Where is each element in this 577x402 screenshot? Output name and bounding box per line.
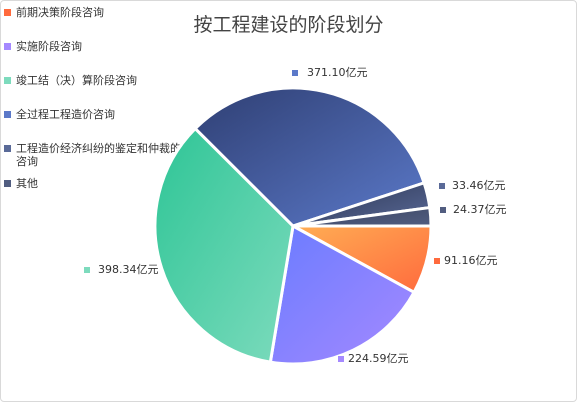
pie-slice-whole-process[interactable] <box>193 86 426 228</box>
slice-label-marker <box>440 207 446 213</box>
legend-swatch <box>4 9 11 16</box>
legend-item-whole-process[interactable]: 全过程工程造价咨询 <box>4 108 184 121</box>
slice-label-marker <box>338 356 344 362</box>
legend-swatch <box>4 180 11 187</box>
legend-swatch <box>4 111 11 118</box>
slice-label-completion-settlement: 398.34亿元 <box>98 263 159 276</box>
legend-item-implementation[interactable]: 实施阶段咨询 <box>4 40 184 53</box>
slice-label-marker <box>434 258 440 264</box>
legend-item-other[interactable]: 其他 <box>4 177 184 190</box>
chart-title: 按工程建设的阶段划分 <box>193 14 384 36</box>
pie-slices <box>153 86 433 366</box>
legend-swatch <box>4 145 11 152</box>
pie-slice-completion-settlement[interactable] <box>153 127 295 364</box>
legend-label: 竣工结（决）算阶段咨询 <box>16 74 137 87</box>
legend-swatch <box>4 77 11 84</box>
legend-label: 实施阶段咨询 <box>16 40 82 53</box>
slice-label-dispute-appraisal: 33.46亿元 <box>452 179 506 192</box>
legend-label: 全过程工程造价咨询 <box>16 108 115 121</box>
pie-slice-implementation[interactable] <box>268 224 416 366</box>
legend-item-pre-decision[interactable]: 前期决策阶段咨询 <box>4 6 184 19</box>
legend-label: 其他 <box>16 177 38 190</box>
legend-label: 前期决策阶段咨询 <box>16 6 104 19</box>
pie-labels: 91.16亿元 224.59亿元 398.34亿元 371.10亿元 33.46亿元 24… <box>84 66 507 365</box>
pie-slice-other[interactable] <box>291 206 433 228</box>
slice-label-other: 24.37亿元 <box>453 203 507 216</box>
slice-label-implementation: 224.59亿元 <box>348 352 409 365</box>
slice-label-whole-process: 371.10亿元 <box>307 66 368 79</box>
chart-legend: 前期决策阶段咨询 实施阶段咨询 竣工结（决）算阶段咨询 全过程工程造价咨询 工程… <box>4 6 184 211</box>
slice-label-pre-decision: 91.16亿元 <box>444 254 498 267</box>
slice-label-marker <box>439 183 445 189</box>
legend-swatch <box>4 43 11 50</box>
slice-label-marker <box>84 267 90 273</box>
slice-label-marker <box>292 70 298 76</box>
legend-label: 工程造价经济纠纷的鉴定和仲裁的咨询 <box>16 142 181 168</box>
legend-item-dispute-appraisal[interactable]: 工程造价经济纠纷的鉴定和仲裁的咨询 <box>4 142 184 168</box>
legend-item-completion-settlement[interactable]: 竣工结（决）算阶段咨询 <box>4 74 184 87</box>
